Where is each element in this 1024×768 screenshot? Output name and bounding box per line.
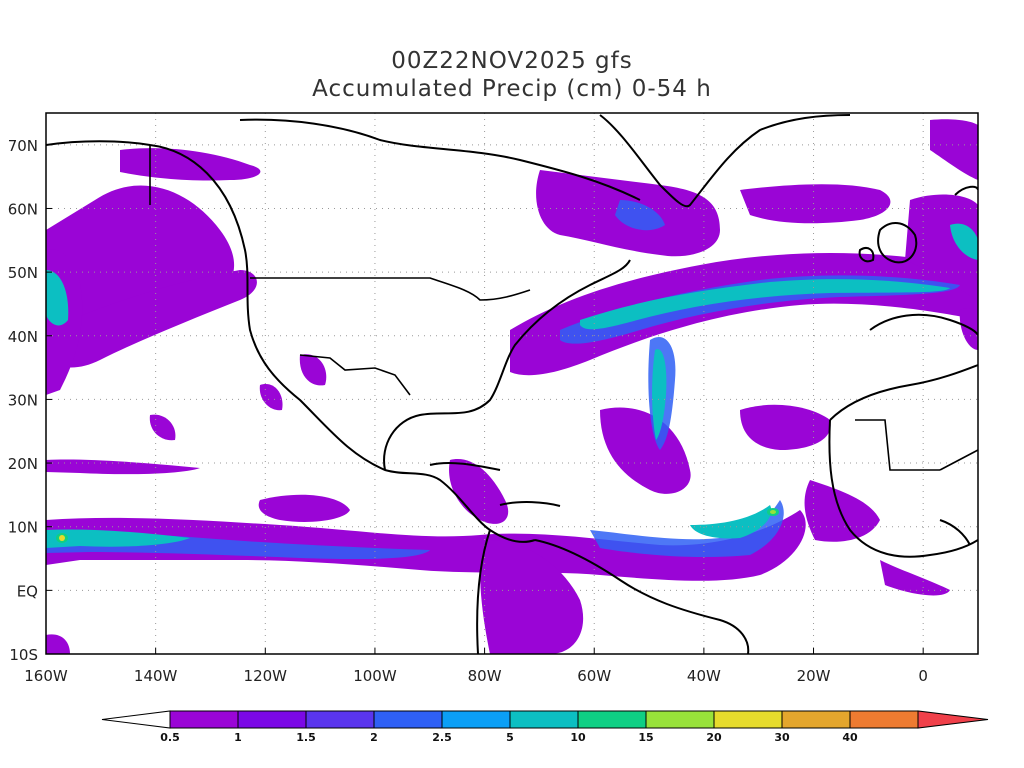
longitude-tick-label: 20W: [797, 667, 831, 685]
latitude-tick-label: 10N: [8, 519, 38, 537]
colorbar-label: 15: [638, 731, 653, 744]
longitude-tick-label: 0: [918, 667, 928, 685]
colorbar-swatch: [645, 710, 715, 729]
longitude-tick-label: 100W: [353, 667, 397, 685]
colorbar: 0.5 1 1.5 2 2.5 5 10 15 20 30 40: [101, 710, 989, 744]
colorbar-label: 40: [842, 731, 858, 744]
longitude-tick-label: 160W: [24, 667, 68, 685]
longitude-labels: 160W 140W 120W 100W 80W 60W 40W 20W 0: [24, 648, 928, 685]
map-subtitle: Accumulated Precip (cm) 0-54 h: [312, 76, 712, 102]
latitude-tick-label: 30N: [8, 391, 38, 409]
longitude-tick-label: 40W: [687, 667, 721, 685]
longitude-tick-label: 60W: [577, 667, 611, 685]
latitude-labels: 70N 60N 50N 40N 30N 20N 10N EQ 10S: [8, 137, 52, 664]
colorbar-swatch: [441, 710, 511, 729]
colorbar-label: 1.5: [296, 731, 316, 744]
colorbar-swatch: [373, 710, 443, 729]
latitude-tick-label: EQ: [17, 582, 38, 600]
political-borders: [149, 145, 979, 471]
coastlines: [46, 114, 978, 654]
colorbar-label: 2: [370, 731, 378, 744]
colorbar-swatch: [577, 710, 647, 729]
colorbar-swatch: [781, 710, 851, 729]
latitude-tick-label: 10S: [9, 646, 38, 664]
colorbar-label: 30: [774, 731, 790, 744]
latitude-tick-label: 50N: [8, 264, 38, 282]
latitude-tick-label: 40N: [8, 328, 38, 346]
colorbar-min-arrow: [101, 710, 171, 729]
longitude-tick-label: 140W: [134, 667, 178, 685]
colorbar-swatch: [713, 710, 783, 729]
colorbar-swatch: [509, 710, 579, 729]
precip-purple-areas: [46, 119, 978, 654]
colorbar-label: 0.5: [160, 731, 180, 744]
latitude-tick-label: 70N: [8, 137, 38, 155]
colorbar-swatch: [305, 710, 375, 729]
colorbar-swatch: [169, 710, 239, 729]
colorbar-max-arrow: [917, 710, 989, 729]
map-frame: [45, 112, 979, 655]
colorbar-swatch: [237, 710, 307, 729]
colorbar-label: 5: [506, 731, 514, 744]
colorbar-label: 10: [570, 731, 586, 744]
colorbar-label: 2.5: [432, 731, 452, 744]
latitude-tick-label: 60N: [8, 200, 38, 218]
colorbar-label: 20: [706, 731, 722, 744]
precip-heavy-spots: [56, 508, 779, 543]
map-title: 00Z22NOV2025 gfs: [391, 48, 633, 74]
precip-field: [46, 119, 978, 654]
colorbar-swatch: [849, 710, 919, 729]
latitude-tick-label: 20N: [8, 455, 38, 473]
longitude-tick-label: 80W: [468, 667, 502, 685]
precip-cyan-areas: [46, 223, 978, 548]
colorbar-label: 1: [234, 731, 242, 744]
longitude-tick-label: 120W: [244, 667, 288, 685]
